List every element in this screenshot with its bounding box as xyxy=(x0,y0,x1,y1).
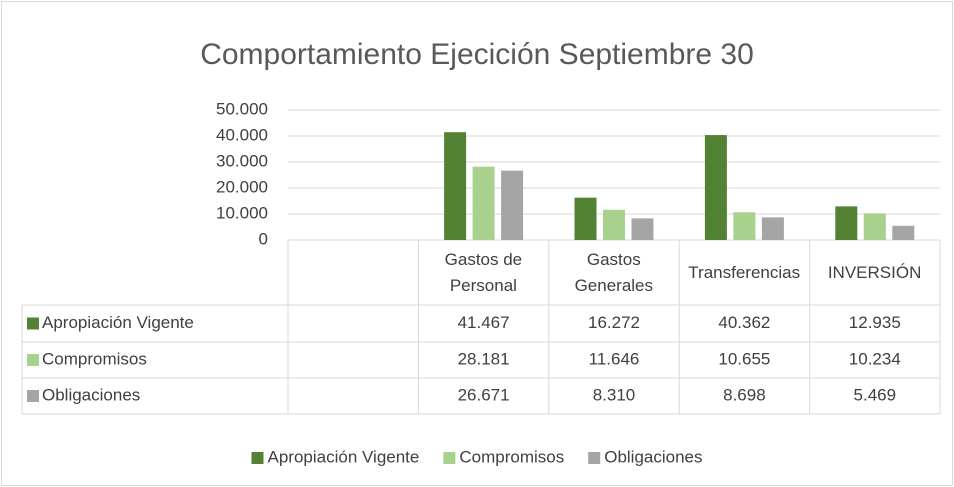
table-value: 10.655 xyxy=(718,349,770,368)
bar xyxy=(704,135,727,240)
y-tick-label: 0 xyxy=(259,229,268,248)
x-tick-label-box: Gastos de Personal xyxy=(444,250,523,295)
bar xyxy=(501,170,524,240)
x-tick-label: Gastos Generales xyxy=(574,250,654,295)
table-value: 16.272 xyxy=(588,313,640,332)
y-tick-label: 10.000 xyxy=(216,203,268,222)
y-tick-label: 50.000 xyxy=(216,99,268,118)
table-value: 11.646 xyxy=(589,349,640,368)
table-value: 8.698 xyxy=(723,385,766,404)
table-series-name: Apropiación Vigente xyxy=(42,313,194,332)
table-value: 12.935 xyxy=(849,313,901,332)
table-value: 8.310 xyxy=(593,385,636,404)
x-tick-label-box: Gastos Generales xyxy=(574,250,654,295)
x-tick-label-box: Transferencias xyxy=(688,263,801,282)
bar xyxy=(603,209,625,240)
bar xyxy=(631,218,654,240)
table-value: 40.362 xyxy=(718,313,770,332)
bar xyxy=(835,206,858,240)
table-series-name: Compromisos xyxy=(42,349,147,368)
legend-key xyxy=(588,452,601,464)
legend: Apropiación Vigente Compromisos Obligacion… xyxy=(251,447,703,466)
table-series-name: Obligaciones xyxy=(42,385,140,404)
bar xyxy=(574,197,597,240)
table-value: 28.181 xyxy=(458,349,510,368)
bar xyxy=(761,217,784,240)
table-legend-key xyxy=(27,317,39,330)
bar xyxy=(892,225,915,240)
table-value: 41.467 xyxy=(458,313,510,332)
y-tick-label: 30.000 xyxy=(216,151,268,170)
legend-key xyxy=(443,452,456,464)
bar xyxy=(863,213,886,240)
bar xyxy=(472,166,495,240)
legend-label: Apropiación Vigente xyxy=(268,447,420,466)
x-tick-label-box: INVERSIÓN xyxy=(827,263,922,282)
table-legend-key xyxy=(27,354,39,366)
legend-label: Compromisos xyxy=(459,447,564,466)
table-value: 5.469 xyxy=(854,385,897,404)
table-legend-key xyxy=(27,390,39,402)
x-tick-label: INVERSIÓN xyxy=(827,263,922,282)
table-value: 10.234 xyxy=(849,349,901,368)
chart-title: Comportamiento Ejecición Septiembre 30 xyxy=(200,38,754,71)
bar xyxy=(444,132,467,240)
table-value: 26.671 xyxy=(458,385,510,404)
y-tick-label: 20.000 xyxy=(216,177,268,196)
legend-key xyxy=(251,452,264,464)
legend-label: Obligaciones xyxy=(604,447,702,466)
x-tick-label: Gastos de Personal xyxy=(444,250,523,295)
y-tick-label: 40.000 xyxy=(216,125,268,144)
bar xyxy=(733,212,756,240)
x-tick-label: Transferencias xyxy=(688,263,801,282)
